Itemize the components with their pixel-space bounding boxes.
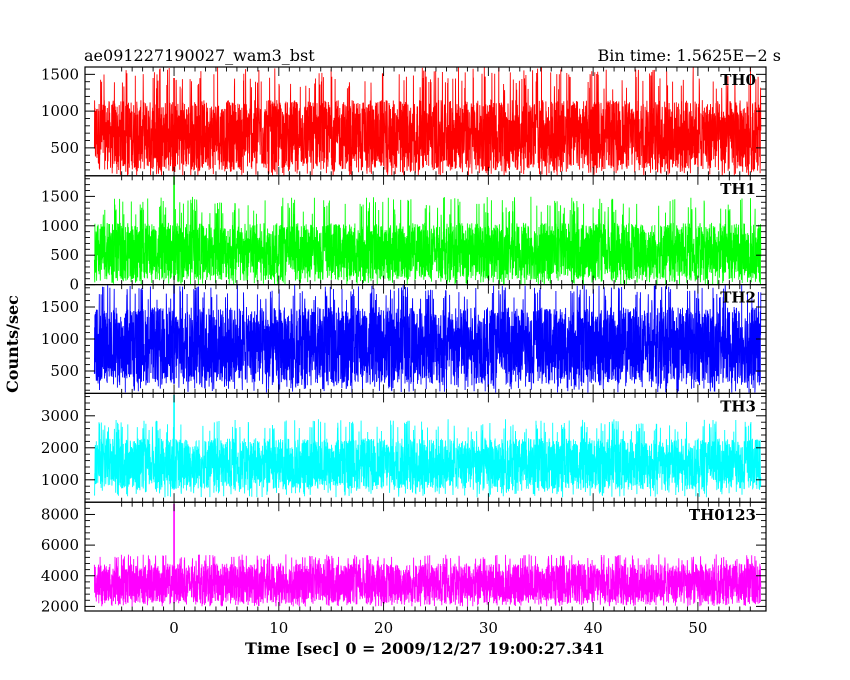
header-title: ae091227190027_wam3_bst bbox=[84, 46, 315, 65]
y-tick-label: 8000 bbox=[41, 505, 79, 523]
series-th3-trace bbox=[93, 419, 762, 498]
y-tick-label: 1500 bbox=[41, 298, 79, 316]
x-axis-label: Time [sec] 0 = 2009/12/27 19:00:27.341 bbox=[245, 639, 605, 658]
series-th1-trace bbox=[93, 196, 762, 285]
y-tick-label: 1000 bbox=[41, 471, 79, 489]
y-tick-label: 1500 bbox=[41, 187, 79, 205]
panel-label-th3: TH3 bbox=[720, 397, 756, 415]
y-tick-label: 1000 bbox=[41, 217, 79, 235]
y-tick-label: 500 bbox=[50, 362, 79, 380]
series-th2-trace bbox=[93, 284, 762, 393]
x-tick-label: 10 bbox=[269, 619, 288, 637]
y-tick-label: 4000 bbox=[41, 567, 79, 585]
y-tick-label: 1000 bbox=[41, 102, 79, 120]
y-tick-label: 0 bbox=[69, 276, 79, 294]
panel-label-th1: TH1 bbox=[720, 180, 756, 198]
x-tick-label: 50 bbox=[688, 619, 707, 637]
panel-label-th2: TH2 bbox=[720, 289, 756, 307]
series-th0123-trace bbox=[93, 554, 762, 608]
panel-label-th0123: TH0123 bbox=[689, 506, 756, 524]
y-tick-label: 1000 bbox=[41, 330, 79, 348]
y-tick-label: 2000 bbox=[41, 597, 79, 615]
x-tick-label: 20 bbox=[374, 619, 393, 637]
y-tick-label: 500 bbox=[50, 246, 79, 264]
x-tick-label: 30 bbox=[479, 619, 498, 637]
series-th0-trace bbox=[93, 67, 762, 176]
y-tick-label: 500 bbox=[50, 139, 79, 157]
x-tick-label: 0 bbox=[169, 619, 179, 637]
x-tick-label: 40 bbox=[584, 619, 603, 637]
y-tick-label: 1500 bbox=[41, 65, 79, 83]
y-tick-label: 2000 bbox=[41, 439, 79, 457]
header-bin-time: Bin time: 1.5625E−2 s bbox=[598, 46, 781, 65]
y-tick-label: 6000 bbox=[41, 536, 79, 554]
y-tick-label: 3000 bbox=[41, 407, 79, 425]
y-axis-label: Counts/sec bbox=[3, 295, 22, 393]
panel-label-th0: TH0 bbox=[720, 71, 756, 89]
